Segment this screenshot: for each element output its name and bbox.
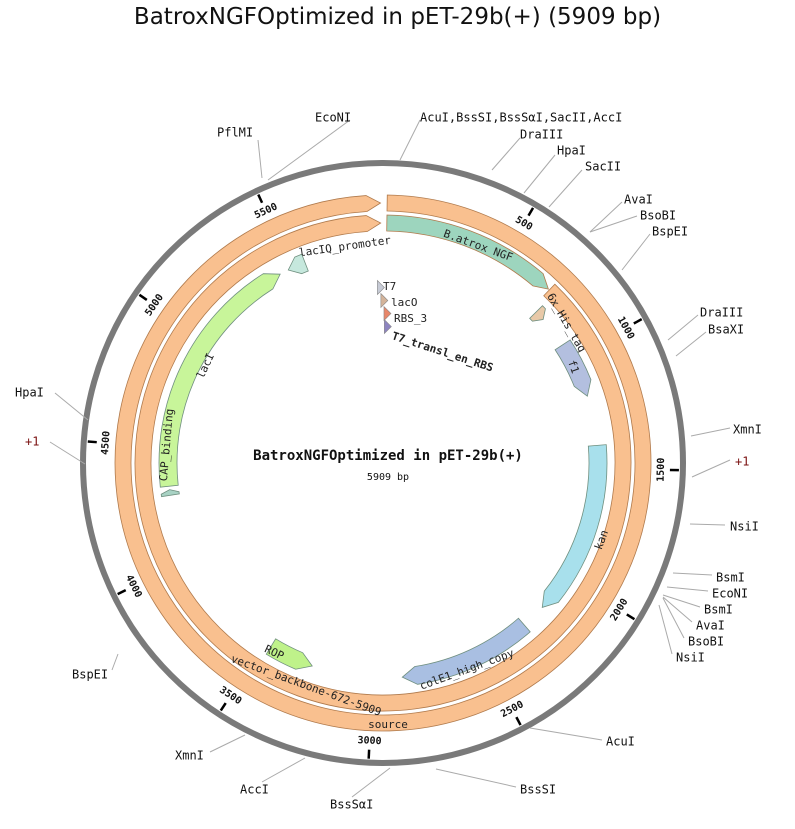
- feature-t7[interactable]: [377, 279, 385, 296]
- feature-vector-backbone-672-5909[interactable]: [134, 215, 632, 712]
- plasmid-length: 5909 bp: [367, 472, 409, 483]
- feature-rop[interactable]: [265, 638, 313, 670]
- feature-label-rbs-3: RBS_3: [394, 312, 427, 325]
- site-leader-line: [49, 441, 86, 465]
- tick-mark: [117, 589, 127, 596]
- feature-label-laco: lacO: [391, 296, 418, 309]
- restriction-site-label[interactable]: XmnI: [733, 423, 762, 437]
- feature-laci[interactable]: [158, 273, 281, 488]
- feature-label-f1: f1: [565, 358, 582, 375]
- site-leader-line: [351, 767, 391, 798]
- feature-t7-transl-en-rbs[interactable]: [384, 318, 392, 335]
- restriction-site-label[interactable]: PflMI: [217, 126, 253, 140]
- feature-b-atrox-ngf[interactable]: [386, 214, 549, 290]
- site-leader-line: [662, 597, 685, 639]
- restriction-site-label[interactable]: HpaI: [557, 144, 586, 158]
- tick-mark: [257, 194, 264, 204]
- site-leader-line: [54, 392, 89, 421]
- feature-label-cap-binding: CAP_binding: [157, 408, 176, 482]
- tick-mark: [138, 293, 148, 301]
- restriction-site-label[interactable]: EcoNI: [315, 111, 351, 125]
- feature-cole1-high-copy[interactable]: [401, 617, 531, 685]
- restriction-site-label[interactable]: AcuI,BssSI,BssSαI,SacII,AccI: [420, 111, 622, 125]
- feature-label-t7-transl-en-rbs: T7_transl_en_RBS: [390, 329, 495, 374]
- site-leader-line: [691, 459, 731, 478]
- restriction-site-label[interactable]: AvaI: [624, 193, 653, 207]
- site-leader-line: [589, 201, 623, 233]
- site-leader-line: [261, 757, 306, 783]
- site-leader-line: [523, 154, 556, 194]
- feature-label-kan: kan: [592, 528, 611, 551]
- restriction-site-label[interactable]: NsiI: [676, 651, 705, 665]
- restriction-site-label[interactable]: SacII: [585, 160, 621, 174]
- site-leader-line: [548, 169, 583, 208]
- restriction-site-label[interactable]: AcuI: [606, 735, 635, 749]
- feature-6x-his-tag[interactable]: [529, 305, 546, 322]
- restriction-site-label[interactable]: BsoBI: [688, 635, 724, 649]
- tick-mark: [527, 207, 535, 217]
- restriction-site-label[interactable]: NsiI: [730, 520, 759, 534]
- restriction-site-label[interactable]: BssSI: [520, 783, 556, 797]
- restriction-site-label[interactable]: HpaI: [15, 386, 44, 400]
- restriction-site-label[interactable]: XmnI: [175, 749, 204, 763]
- site-leader-line: [399, 119, 421, 161]
- restriction-site-label[interactable]: BssSαI: [330, 798, 373, 812]
- tick-mark: [219, 702, 227, 712]
- site-leader-line: [662, 596, 693, 623]
- site-leader-line: [690, 427, 731, 437]
- restriction-site-label[interactable]: AccI: [240, 783, 269, 797]
- site-leader-line: [435, 768, 517, 788]
- restriction-site-label[interactable]: BspEI: [652, 225, 688, 239]
- site-leader-line: [666, 586, 709, 592]
- site-leader-line: [589, 215, 638, 233]
- restriction-site-label[interactable]: EcoNI: [712, 587, 748, 601]
- site-leader-line: [675, 331, 707, 357]
- site-leader-line: [662, 594, 701, 608]
- restriction-site-label[interactable]: BsmI: [716, 571, 745, 585]
- feature-label-t7: T7: [383, 280, 396, 293]
- restriction-site-label[interactable]: BsoBI: [640, 209, 676, 223]
- tick-mark: [626, 613, 636, 621]
- site-leader-line: [267, 119, 351, 181]
- tick-label: 3000: [357, 735, 382, 747]
- restriction-site-label[interactable]: DraIII: [700, 306, 743, 320]
- restriction-site-label[interactable]: BsaXI: [708, 323, 744, 337]
- site-leader-line: [209, 734, 246, 753]
- tick-mark: [87, 440, 97, 444]
- feature-label-source: source: [368, 718, 408, 731]
- restriction-site-label[interactable]: AvaI: [696, 619, 725, 633]
- origin-marker-label[interactable]: +1: [25, 435, 39, 449]
- site-leader-line: [672, 572, 713, 576]
- site-leader-line: [491, 137, 521, 171]
- feature-source[interactable]: [114, 194, 652, 732]
- feature-f1[interactable]: [554, 339, 592, 397]
- tick-label: 4500: [100, 430, 113, 455]
- tick-mark: [515, 716, 522, 726]
- feature-laciq-promoter[interactable]: [287, 253, 309, 275]
- site-leader-line: [621, 233, 651, 271]
- feature-cap-binding[interactable]: [160, 489, 180, 498]
- site-leader-line: [111, 653, 119, 671]
- tick-label: 1500: [656, 458, 668, 482]
- feature-laco[interactable]: [380, 292, 389, 309]
- restriction-site-label[interactable]: BsmI: [704, 603, 733, 617]
- site-leader-line: [529, 727, 603, 741]
- site-leader-line: [667, 314, 699, 341]
- site-leader-line: [257, 139, 263, 179]
- origin-marker-label[interactable]: +1: [735, 455, 749, 469]
- restriction-site-label[interactable]: DraIII: [520, 128, 563, 142]
- tick-mark: [633, 318, 643, 325]
- feature-rbs-3[interactable]: [383, 305, 392, 322]
- site-leader-line: [689, 523, 726, 526]
- feature-kan[interactable]: [541, 444, 608, 609]
- map-title: BatroxNGFOptimized in pET-29b(+) (5909 b…: [133, 4, 662, 30]
- site-leader-line: [658, 604, 673, 655]
- restriction-site-label[interactable]: BspEI: [72, 668, 108, 682]
- plasmid-name: BatroxNGFOptimized in pET-29b(+): [253, 448, 523, 464]
